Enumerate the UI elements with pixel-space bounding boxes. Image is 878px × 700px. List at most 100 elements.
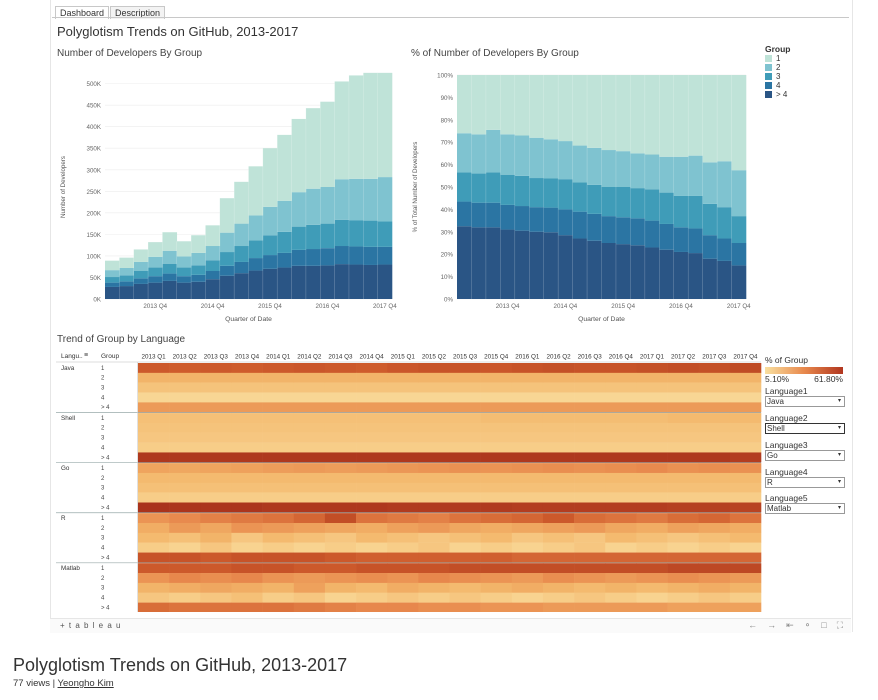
heatmap-cell[interactable] [449,382,481,393]
heatmap-cell[interactable] [698,573,731,584]
heatmap-cell[interactable] [231,523,263,534]
heatmap-cell[interactable] [169,442,201,453]
heatmap-cell[interactable] [169,502,201,513]
heatmap-cell[interactable] [574,523,606,534]
area-segment[interactable] [205,271,221,280]
heatmap-cell[interactable] [449,502,481,513]
heatmap-cell[interactable] [200,372,232,383]
area-segment[interactable] [277,200,292,232]
heatmap-cell[interactable] [574,372,606,383]
heatmap-cell[interactable] [138,442,170,453]
heatmap-cell[interactable] [356,482,388,493]
area-segment[interactable] [363,178,378,221]
heatmap-cell[interactable] [231,513,263,524]
area-segment[interactable] [262,255,278,269]
area-segment[interactable] [334,179,350,220]
heatmap-cell[interactable] [262,422,295,433]
heatmap-cell[interactable] [138,482,170,493]
area-segment[interactable] [363,246,378,265]
area-segment[interactable] [457,226,472,299]
heatmap-cell[interactable] [667,463,699,474]
filter-language2-select[interactable]: Shell ▾ [765,423,845,434]
area-segment[interactable] [485,202,501,228]
area-segment[interactable] [717,260,732,299]
area-segment[interactable] [205,260,221,271]
heatmap-cell[interactable] [231,392,263,403]
heatmap-cell[interactable] [418,573,450,584]
heatmap-cell[interactable] [729,482,762,493]
area-segment[interactable] [471,227,487,299]
heatmap-cell[interactable] [449,602,481,612]
area-segment[interactable] [529,137,544,179]
heatmap-cell[interactable] [418,592,450,603]
heatmap-cell[interactable] [138,392,170,403]
heatmap-cell[interactable] [542,392,575,403]
heatmap-cell[interactable] [729,392,762,403]
area-segment[interactable] [291,249,307,266]
heatmap-cell[interactable] [729,573,762,584]
heatmap-cell[interactable] [262,472,295,483]
heatmap-cell[interactable] [542,372,575,383]
heatmap-cell[interactable] [356,552,388,563]
heatmap-cell[interactable] [667,602,699,612]
heatmap-cell[interactable] [667,402,699,413]
heatmap-cell[interactable] [418,382,450,393]
heatmap-cell[interactable] [480,422,513,433]
heatmap-cell[interactable] [169,602,201,612]
heatmap-cell[interactable] [138,523,170,534]
heatmap-cell[interactable] [605,422,637,433]
heatmap-cell[interactable] [262,382,295,393]
area-segment[interactable] [731,216,747,243]
heatmap-cell[interactable] [231,542,263,553]
heatmap-cell[interactable] [231,413,263,424]
heatmap-cell[interactable] [387,482,419,493]
heatmap-cell[interactable] [605,573,637,584]
heatmap-cell[interactable] [667,452,699,463]
area-segment[interactable] [105,270,120,278]
area-segment[interactable] [320,101,335,187]
heatmap-cell[interactable] [667,382,699,393]
heatmap-cell[interactable] [511,392,544,403]
heatmap-cell[interactable] [262,432,295,443]
heatmap-cell[interactable] [636,552,668,563]
heatmap-cell[interactable] [231,363,263,374]
heatmap-cell[interactable] [605,532,637,543]
area-segment[interactable] [305,265,321,299]
area-segment[interactable] [630,245,646,299]
heatmap-cell[interactable] [231,582,263,593]
area-segment[interactable] [500,75,516,135]
area-segment[interactable] [572,182,588,212]
heatmap-cell[interactable] [636,573,668,584]
area-segment[interactable] [717,75,732,162]
heatmap-cell[interactable] [418,452,450,463]
heatmap-cell[interactable] [542,602,575,612]
heatmap-cell[interactable] [324,392,357,403]
heatmap-cell[interactable] [729,563,762,574]
area-segment[interactable] [688,75,703,156]
heatmap-cell[interactable] [729,363,762,374]
heatmap-cell[interactable] [200,502,232,513]
area-segment[interactable] [529,75,544,138]
heatmap-cell[interactable] [636,592,668,603]
heatmap-cell[interactable] [418,422,450,433]
heatmap-cell[interactable] [138,422,170,433]
area-segment[interactable] [277,252,292,268]
heatmap-cell[interactable] [324,573,357,584]
area-segment[interactable] [644,247,660,299]
heatmap-cell[interactable] [636,502,668,513]
heatmap-cell[interactable] [667,392,699,403]
heatmap-cell[interactable] [200,563,232,574]
heatmap-cell[interactable] [138,452,170,463]
area-segment[interactable] [291,226,307,250]
heatmap-cell[interactable] [480,592,513,603]
area-segment[interactable] [688,155,703,196]
heatmap-cell[interactable] [636,482,668,493]
area-segment[interactable] [615,151,631,187]
heatmap-cell[interactable] [169,492,201,503]
heatmap-cell[interactable] [636,363,668,374]
heatmap-cell[interactable] [169,472,201,483]
heatmap-cell[interactable] [293,372,326,383]
heatmap-cell[interactable] [698,492,731,503]
heatmap-cell[interactable] [262,402,295,413]
heatmap-cell[interactable] [574,432,606,443]
